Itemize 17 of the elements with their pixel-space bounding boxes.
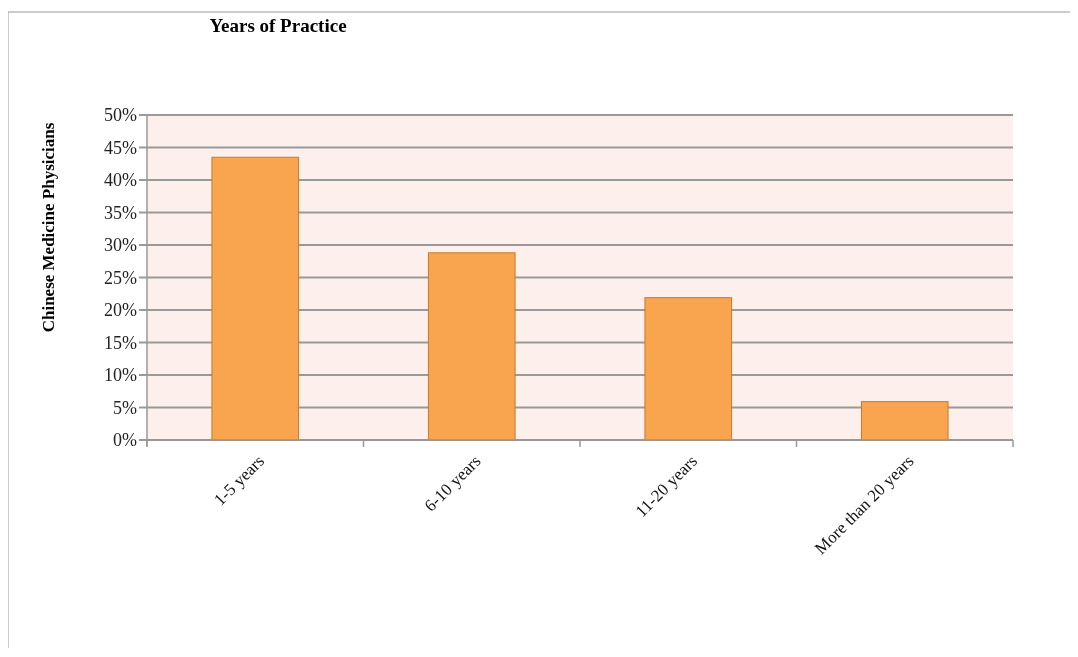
y-tick-label: 10% [104,365,137,386]
y-axis-title: Chinese Medicine Physicians [39,122,58,333]
bar [427,252,516,441]
y-tick-label: 25% [104,267,137,288]
y-tick-label: 40% [104,170,137,191]
chart-title: Years of Practice [209,15,347,36]
y-tick-label: 15% [104,332,137,353]
y-tick-label: 5% [113,397,137,418]
bar [644,297,733,441]
y-tick-label: 20% [104,300,137,321]
y-tick-label: 35% [104,202,137,223]
y-tick-label: 50% [104,105,137,126]
y-tick-label: 45% [104,137,137,158]
y-tick-label: 0% [113,430,137,451]
bar [860,401,949,441]
y-tick-label: 30% [104,235,137,256]
bar [211,156,300,441]
